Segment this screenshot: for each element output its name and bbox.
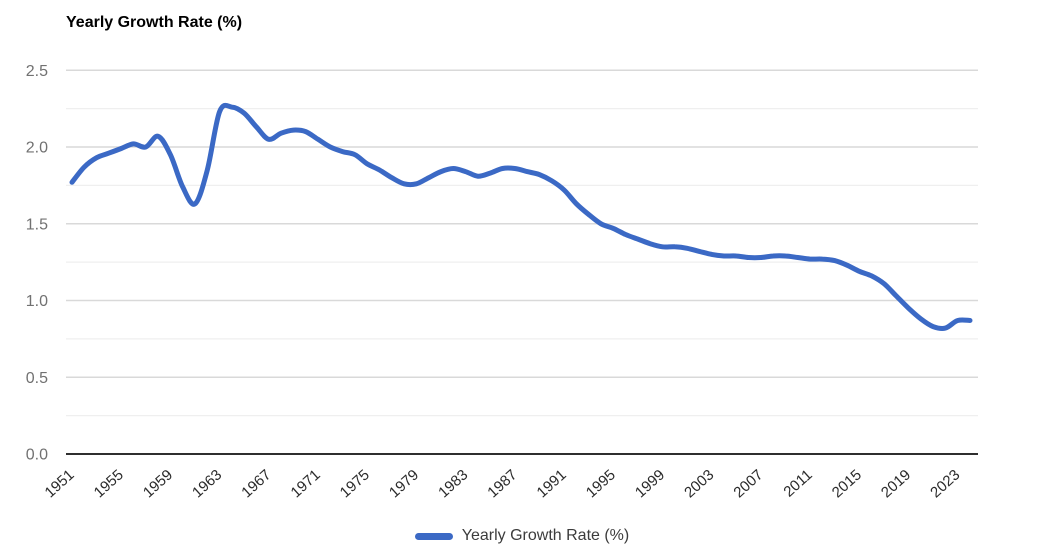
- legend: Yearly Growth Rate (%): [0, 527, 1044, 545]
- x-tick-label: 1951: [41, 466, 77, 501]
- series-line-yearly-growth-rate[interactable]: [69, 102, 973, 332]
- x-tick-label: 2007: [730, 466, 766, 501]
- x-tick-label: 2015: [829, 466, 865, 501]
- x-tick-label: 1971: [288, 466, 324, 501]
- y-tick-label: 0.5: [26, 370, 48, 387]
- x-tick-label: 2023: [927, 466, 963, 501]
- x-tick-label: 2019: [878, 466, 914, 501]
- x-tick-label: 1987: [484, 466, 520, 501]
- x-tick-label: 1979: [386, 466, 422, 501]
- x-tick-label: 2003: [681, 466, 717, 501]
- legend-item-yearly-growth-rate[interactable]: Yearly Growth Rate (%): [414, 527, 630, 545]
- x-tick-label: 1983: [435, 466, 471, 501]
- y-tick-label: 2.0: [26, 140, 48, 157]
- legend-line-swatch: [414, 532, 453, 540]
- legend-label: Yearly Growth Rate (%): [461, 527, 630, 544]
- y-tick-label: 1.0: [26, 293, 48, 310]
- chart-title: Yearly Growth Rate (%): [66, 14, 243, 31]
- x-tick-label: 1999: [632, 466, 668, 501]
- x-tick-label: 1959: [140, 466, 176, 501]
- x-tick-label: 1967: [238, 466, 274, 501]
- x-tick-label: 1991: [534, 466, 570, 501]
- y-tick-label: 2.5: [26, 63, 48, 80]
- x-tick-label: 1995: [583, 466, 619, 501]
- plot-area: 0.0 0.5 1.0 1.5 2.0 2.5 1951 1955 1959 1963 1967 19…: [26, 63, 978, 501]
- y-tick-label: 0.0: [26, 447, 48, 464]
- x-tick-label: 1955: [91, 466, 127, 501]
- x-tick-label: 1963: [189, 466, 225, 501]
- y-tick-label: 1.5: [26, 216, 48, 233]
- x-tick-label: 2011: [780, 466, 815, 500]
- x-tick-label: 1975: [337, 466, 373, 501]
